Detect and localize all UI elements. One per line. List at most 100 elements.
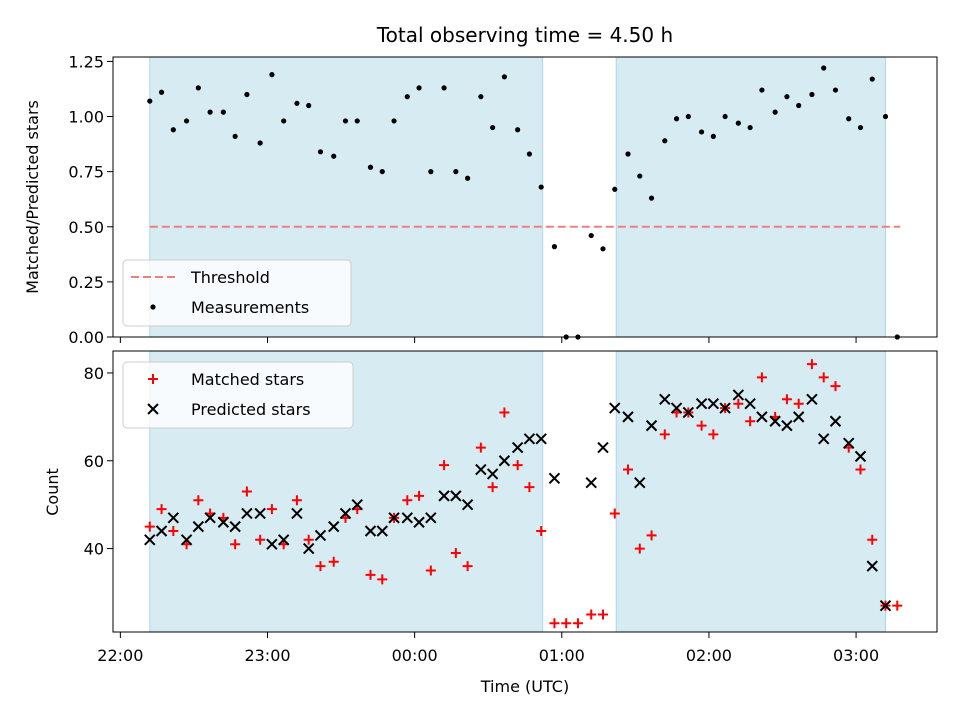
predicted-star-point — [597, 441, 609, 454]
matched-star-point — [806, 359, 817, 370]
matched-star-point — [241, 486, 252, 497]
predicted-star-point — [744, 397, 756, 410]
measurement-point — [490, 124, 496, 131]
measurement-point — [147, 98, 153, 104]
predicted-star-point — [314, 529, 327, 542]
matched-star-point — [439, 460, 450, 471]
measurement-point — [379, 169, 385, 175]
matched-star-point — [475, 442, 486, 453]
measurement-point — [809, 91, 815, 98]
matched-star-point — [892, 600, 903, 611]
measurement-point — [220, 109, 226, 115]
predicted-star-point — [498, 455, 511, 467]
y-tick-label: 1.25 — [68, 52, 104, 71]
predicted-star-point — [401, 512, 413, 524]
measurement-point — [281, 118, 287, 124]
top-panel: 0.00 0.25 0.50 0.75 1.00 1.25 Matched/Predict… — [23, 52, 938, 347]
legend-measurements-label: Measurements — [191, 298, 309, 317]
predicted-star-point — [622, 411, 634, 423]
measurement-point — [722, 113, 728, 120]
matched-star-point — [487, 482, 498, 493]
measurement-point — [784, 94, 790, 100]
measurement-point — [367, 164, 374, 170]
chart-title: Total observing time = 4.50 h — [376, 23, 673, 47]
measurement-point — [832, 87, 839, 93]
predicted-star-point — [523, 433, 536, 445]
y-tick-label: 40 — [84, 540, 104, 559]
predicted-stars-series — [144, 389, 892, 612]
predicted-star-point — [511, 441, 524, 454]
top-y-ticks: 0.00 0.25 0.50 0.75 1.00 1.25 — [68, 52, 113, 347]
measurement-point — [698, 129, 705, 135]
predicted-star-point — [266, 538, 278, 550]
x-tick-label: 00:00 — [392, 646, 438, 665]
predicted-star-point — [634, 477, 646, 489]
matched-star-point — [745, 416, 756, 427]
matched-star-point — [462, 561, 473, 572]
legend-threshold-label: Threshold — [190, 268, 270, 287]
y-tick-label: 60 — [84, 452, 104, 471]
legend-matched-label: Matched stars — [191, 370, 304, 389]
matched-star-point — [623, 464, 633, 475]
matched-star-point — [425, 565, 436, 576]
matched-star-point — [524, 482, 535, 493]
predicted-star-point — [854, 450, 867, 463]
predicted-star-point — [388, 512, 400, 524]
predicted-star-point — [277, 534, 290, 546]
measurement-point — [600, 246, 606, 252]
predicted-star-point — [438, 490, 450, 502]
predicted-star-point — [339, 507, 352, 520]
predicted-star-point — [254, 507, 266, 520]
y-tick-label: 0.75 — [68, 163, 104, 182]
bottom-axes-frame — [112, 350, 938, 633]
measurement-point — [306, 102, 312, 109]
measurement-point — [183, 118, 190, 124]
measurement-point — [625, 151, 631, 157]
measurement-point — [710, 133, 716, 139]
measurement-point — [747, 124, 753, 131]
legend-predicted-label: Predicted stars — [191, 400, 311, 419]
bottom-y-ticks: 40 60 80 — [84, 364, 113, 559]
legend-measurements-swatch — [150, 304, 156, 310]
predicted-star-point — [829, 415, 842, 427]
matched-star-point — [756, 372, 767, 383]
predicted-star-point — [364, 525, 377, 537]
y-tick-label: 80 — [84, 364, 104, 383]
predicted-star-point — [695, 397, 708, 410]
x-tick-label: 22:00 — [97, 646, 143, 665]
legend-box — [122, 361, 354, 429]
measurement-point — [465, 175, 471, 181]
legend-box — [122, 259, 352, 327]
matched-star-point — [303, 534, 314, 545]
predicted-star-point — [155, 525, 168, 537]
bottom-shaded-intervals — [149, 350, 886, 633]
legend-matched-swatch — [148, 374, 158, 384]
matched-star-point — [830, 381, 841, 392]
measurement-point — [269, 72, 275, 78]
measurement-point — [882, 113, 889, 120]
measurement-point — [673, 116, 680, 122]
measurement-point — [526, 151, 533, 157]
matched-star-point — [536, 526, 547, 537]
measurement-point — [207, 109, 213, 115]
predicted-star-point — [585, 477, 597, 489]
matched-star-point — [230, 539, 241, 550]
matched-star-point — [168, 526, 179, 537]
predicted-star-point — [769, 415, 781, 427]
top-y-axis-label: Matched/Predicted stars — [23, 100, 42, 294]
matched-star-point — [597, 609, 608, 620]
predicted-star-point — [351, 498, 363, 511]
measurement-point — [428, 169, 434, 175]
measurement-point — [515, 127, 521, 133]
shaded-interval — [615, 350, 886, 633]
predicted-star-point — [707, 397, 720, 410]
predicted-star-point — [817, 433, 830, 445]
x-axis-label: Time (UTC) — [480, 677, 569, 696]
predicted-star-point — [328, 520, 340, 533]
predicted-star-point — [781, 419, 793, 432]
measurement-point — [796, 102, 802, 109]
measurement-point — [441, 85, 447, 91]
predicted-star-point — [302, 542, 315, 555]
predicted-star-point — [217, 516, 230, 528]
